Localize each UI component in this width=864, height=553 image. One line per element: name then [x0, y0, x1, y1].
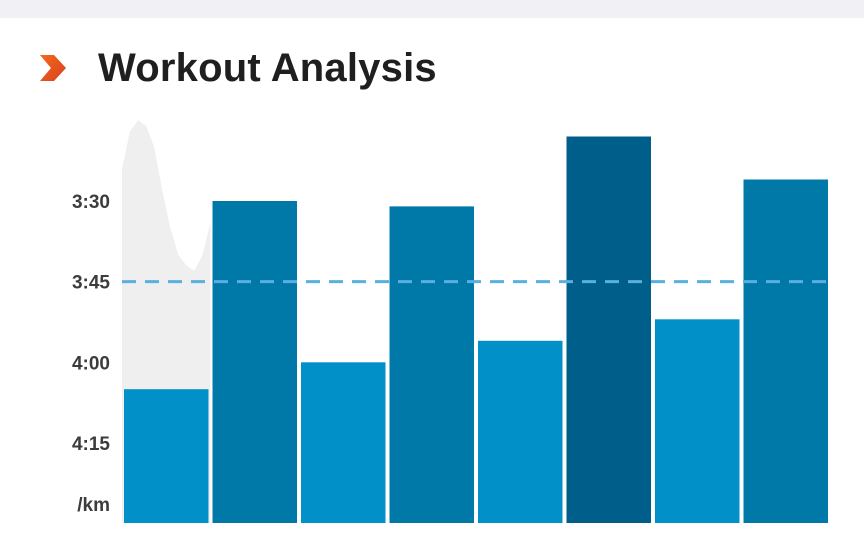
y-tick-label: 4:15 [72, 434, 110, 455]
chart-header: Workout Analysis [38, 44, 437, 92]
bar-series [124, 136, 828, 523]
chevron-right-icon [40, 55, 66, 81]
bar-8 [743, 179, 828, 523]
top-bar [0, 0, 864, 18]
bar-7 [655, 319, 740, 523]
bar-6 [566, 136, 651, 523]
y-tick-label: 3:45 [72, 273, 110, 294]
bar-4 [389, 206, 474, 523]
pace-bar-chart: 3:30 3:45 4:00 4:15/km [72, 120, 830, 524]
bar-1 [124, 389, 209, 523]
y-tick-label: 3:30 [72, 192, 110, 213]
bar-5 [478, 340, 563, 523]
page-title: Workout Analysis [98, 45, 437, 90]
y-axis-unit-label: /km [77, 495, 110, 516]
bar-3 [301, 362, 386, 523]
y-axis: 3:30 3:45 4:00 4:15/km [72, 192, 110, 516]
bar-2 [212, 201, 297, 523]
y-tick-label: 4:00 [72, 353, 110, 374]
